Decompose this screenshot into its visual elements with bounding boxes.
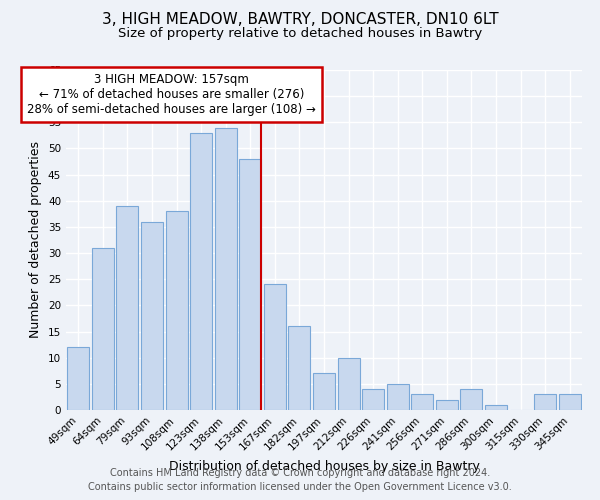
Bar bbox=[92, 248, 114, 410]
Bar bbox=[485, 405, 507, 410]
Bar bbox=[386, 384, 409, 410]
Bar bbox=[264, 284, 286, 410]
Bar bbox=[559, 394, 581, 410]
Bar bbox=[190, 133, 212, 410]
Bar bbox=[289, 326, 310, 410]
Bar bbox=[362, 389, 384, 410]
Bar bbox=[67, 347, 89, 410]
Bar bbox=[116, 206, 139, 410]
Bar bbox=[534, 394, 556, 410]
Text: Contains HM Land Registry data © Crown copyright and database right 2024.
Contai: Contains HM Land Registry data © Crown c… bbox=[88, 468, 512, 492]
Text: Size of property relative to detached houses in Bawtry: Size of property relative to detached ho… bbox=[118, 28, 482, 40]
Y-axis label: Number of detached properties: Number of detached properties bbox=[29, 142, 43, 338]
Bar bbox=[338, 358, 359, 410]
Bar bbox=[239, 159, 262, 410]
Bar bbox=[141, 222, 163, 410]
Bar bbox=[460, 389, 482, 410]
Bar bbox=[166, 211, 188, 410]
X-axis label: Distribution of detached houses by size in Bawtry: Distribution of detached houses by size … bbox=[169, 460, 479, 473]
Text: 3, HIGH MEADOW, BAWTRY, DONCASTER, DN10 6LT: 3, HIGH MEADOW, BAWTRY, DONCASTER, DN10 … bbox=[101, 12, 499, 28]
Bar bbox=[436, 400, 458, 410]
Bar bbox=[313, 374, 335, 410]
Bar bbox=[411, 394, 433, 410]
Text: 3 HIGH MEADOW: 157sqm
← 71% of detached houses are smaller (276)
28% of semi-det: 3 HIGH MEADOW: 157sqm ← 71% of detached … bbox=[27, 72, 316, 116]
Bar bbox=[215, 128, 237, 410]
